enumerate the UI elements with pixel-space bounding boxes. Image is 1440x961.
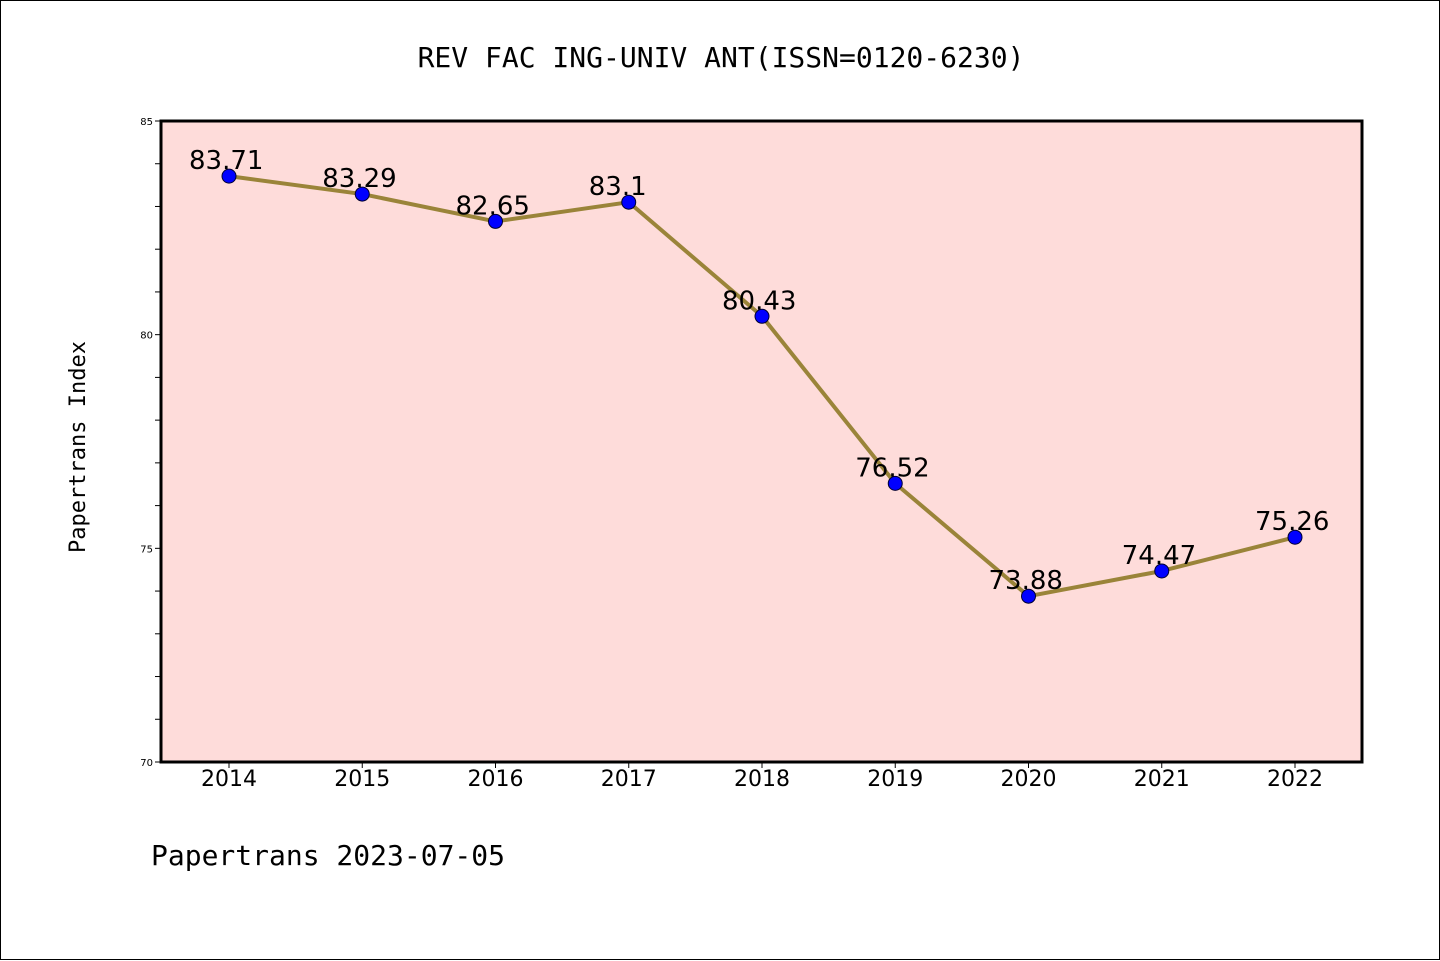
x-tick-label: 2020 [1001,767,1057,792]
data-point [1154,563,1170,579]
data-point [1287,529,1303,545]
y-axis-label: Papertrans Index [66,341,91,553]
plot-border [159,119,1364,764]
data-point [1021,588,1036,604]
data-point [354,186,370,202]
series-layer: 83.71 83.29 82.65 83.1 80.43 76.52 73.88 74.47 7… [189,146,1329,604]
y-tick-label: 75 [140,544,153,555]
data-label: 74.47 [1122,541,1196,571]
plot-area [161,121,1362,762]
x-tick-label: 2014 [201,767,257,792]
data-label: 73.88 [989,566,1063,596]
data-point [488,213,503,229]
x-tick-label: 2016 [468,767,524,792]
data-label: 75.26 [1255,507,1329,537]
footer-credit: Papertrans 2023-07-05 [151,839,505,872]
data-label: 82.65 [456,191,530,221]
x-tick-label: 2019 [867,767,923,792]
data-label: 76.52 [855,453,929,483]
data-point [621,194,637,210]
y-tick-label: 85 [140,117,153,128]
data-point [754,308,770,324]
x-tick-label: 2018 [734,767,790,792]
x-tick-label: 2021 [1134,767,1190,792]
y-tick-label: 70 [140,758,153,769]
y-axis: 70 75 80 85 [140,117,161,769]
data-label: 83.29 [322,164,396,194]
data-label: 83.71 [189,146,263,176]
x-tick-label: 2017 [601,767,657,792]
x-tick-label: 2022 [1267,767,1323,792]
y-tick-label: 80 [140,331,153,342]
data-point [887,475,903,491]
x-tick-label: 2015 [334,767,390,792]
data-point [221,168,237,184]
chart-title: REV FAC ING-UNIV ANT(ISSN=0120-6230) [418,41,1025,74]
x-axis: 2014 2015 2016 2017 2018 2019 2020 2021 2022 [201,762,1323,792]
data-label: 80.43 [722,286,796,316]
data-label: 83.1 [589,172,647,202]
